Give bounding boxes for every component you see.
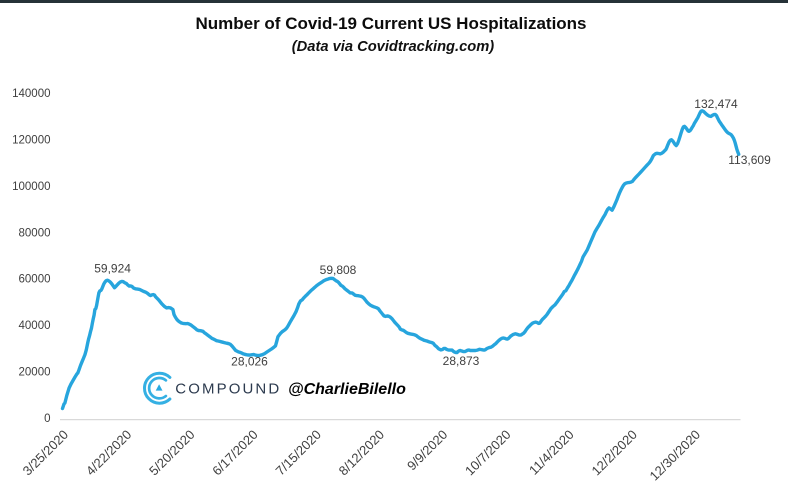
svg-text:28,026: 28,026 [231, 355, 268, 369]
svg-text:11/4/2020: 11/4/2020 [526, 427, 577, 478]
svg-text:59,808: 59,808 [320, 263, 357, 277]
svg-text:120000: 120000 [12, 134, 50, 146]
svg-text:28,873: 28,873 [443, 354, 480, 368]
svg-text:10/7/2020: 10/7/2020 [462, 427, 514, 479]
svg-text:9/9/2020: 9/9/2020 [404, 427, 450, 473]
svg-text:60000: 60000 [19, 274, 51, 286]
svg-text:40000: 40000 [19, 320, 51, 332]
svg-text:6/17/2020: 6/17/2020 [209, 427, 261, 479]
svg-text:0: 0 [44, 413, 50, 425]
svg-text:4/22/2020: 4/22/2020 [83, 427, 135, 479]
svg-text:80000: 80000 [19, 227, 51, 239]
svg-text:COMPOUND: COMPOUND [175, 381, 281, 398]
svg-text:132,474: 132,474 [694, 97, 738, 111]
svg-text:8/12/2020: 8/12/2020 [336, 427, 388, 479]
svg-text:3/25/2020: 3/25/2020 [20, 427, 72, 479]
svg-text:5/20/2020: 5/20/2020 [146, 427, 198, 479]
svg-text:140000: 140000 [12, 88, 50, 100]
svg-text:59,924: 59,924 [94, 262, 131, 276]
svg-text:20000: 20000 [19, 367, 51, 379]
svg-text:@CharlieBilello: @CharlieBilello [288, 381, 406, 398]
svg-text:12/30/2020: 12/30/2020 [647, 427, 704, 484]
svg-text:100000: 100000 [12, 181, 50, 193]
svg-text:113,609: 113,609 [728, 153, 771, 167]
svg-text:12/2/2020: 12/2/2020 [588, 427, 640, 479]
svg-text:7/15/2020: 7/15/2020 [272, 427, 324, 479]
